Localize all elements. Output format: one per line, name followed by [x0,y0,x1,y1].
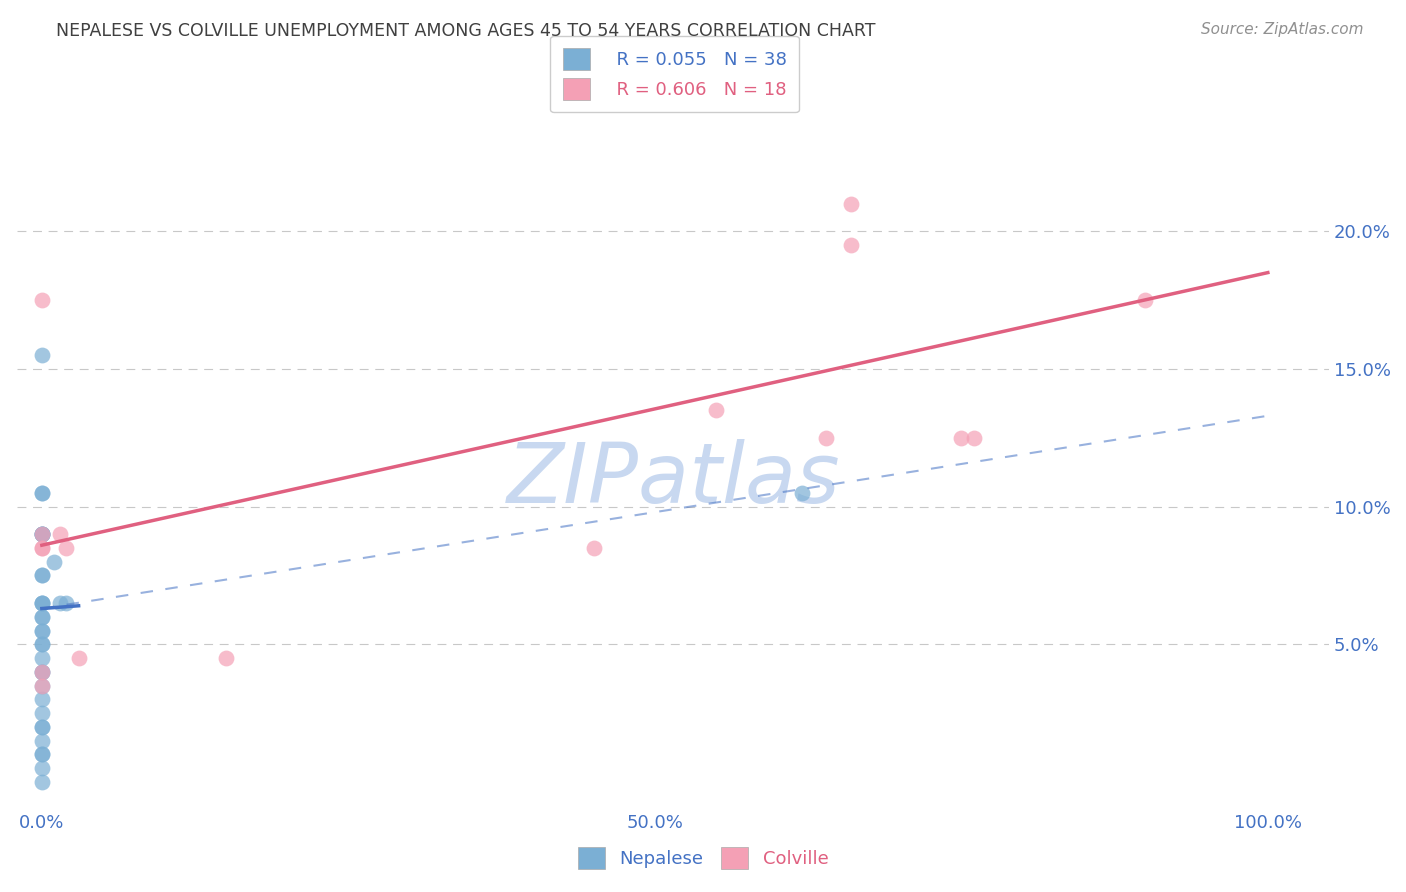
Point [31,761,53,775]
Point [704,403,727,417]
Point [31,596,53,610]
Point [31,665,53,679]
Point [215,651,238,665]
Point [31,679,53,693]
Point [49,527,72,541]
Point [31,486,53,500]
Point [31,568,53,582]
Point [31,486,53,500]
Point [31,775,53,789]
Point [31,541,53,555]
Point [582,541,605,555]
Point [31,747,53,762]
Point [962,431,984,445]
Point [31,665,53,679]
Point [31,596,53,610]
Point [31,637,53,651]
Point [31,692,53,706]
Point [31,527,53,541]
Point [31,651,53,665]
Point [31,609,53,624]
Point [67,651,90,665]
Point [31,665,53,679]
Point [31,527,53,541]
Text: ZIPatlas: ZIPatlas [506,439,839,520]
Point [31,527,53,541]
Point [31,596,53,610]
Legend: Nepalese, Colville: Nepalese, Colville [568,838,838,879]
Point [31,637,53,651]
Point [55,596,77,610]
Point [31,720,53,734]
Point [839,238,862,252]
Point [31,348,53,362]
Point [31,747,53,762]
Point [55,541,77,555]
Point [31,609,53,624]
Point [31,527,53,541]
Point [815,431,838,445]
Text: NEPALESE VS COLVILLE UNEMPLOYMENT AMONG AGES 45 TO 54 YEARS CORRELATION CHART: NEPALESE VS COLVILLE UNEMPLOYMENT AMONG … [56,22,876,40]
Point [31,679,53,693]
Point [31,568,53,582]
Point [42,555,65,569]
Text: Source: ZipAtlas.com: Source: ZipAtlas.com [1201,22,1364,37]
Point [31,706,53,721]
Point [31,624,53,638]
Point [839,196,862,211]
Point [31,733,53,747]
Point [31,541,53,555]
Point [790,486,813,500]
Point [31,293,53,307]
Point [31,720,53,734]
Point [31,527,53,541]
Point [1135,293,1157,307]
Legend:   R = 0.055   N = 38,   R = 0.606   N = 18: R = 0.055 N = 38, R = 0.606 N = 18 [550,36,799,112]
Point [950,431,973,445]
Point [49,596,72,610]
Point [31,624,53,638]
